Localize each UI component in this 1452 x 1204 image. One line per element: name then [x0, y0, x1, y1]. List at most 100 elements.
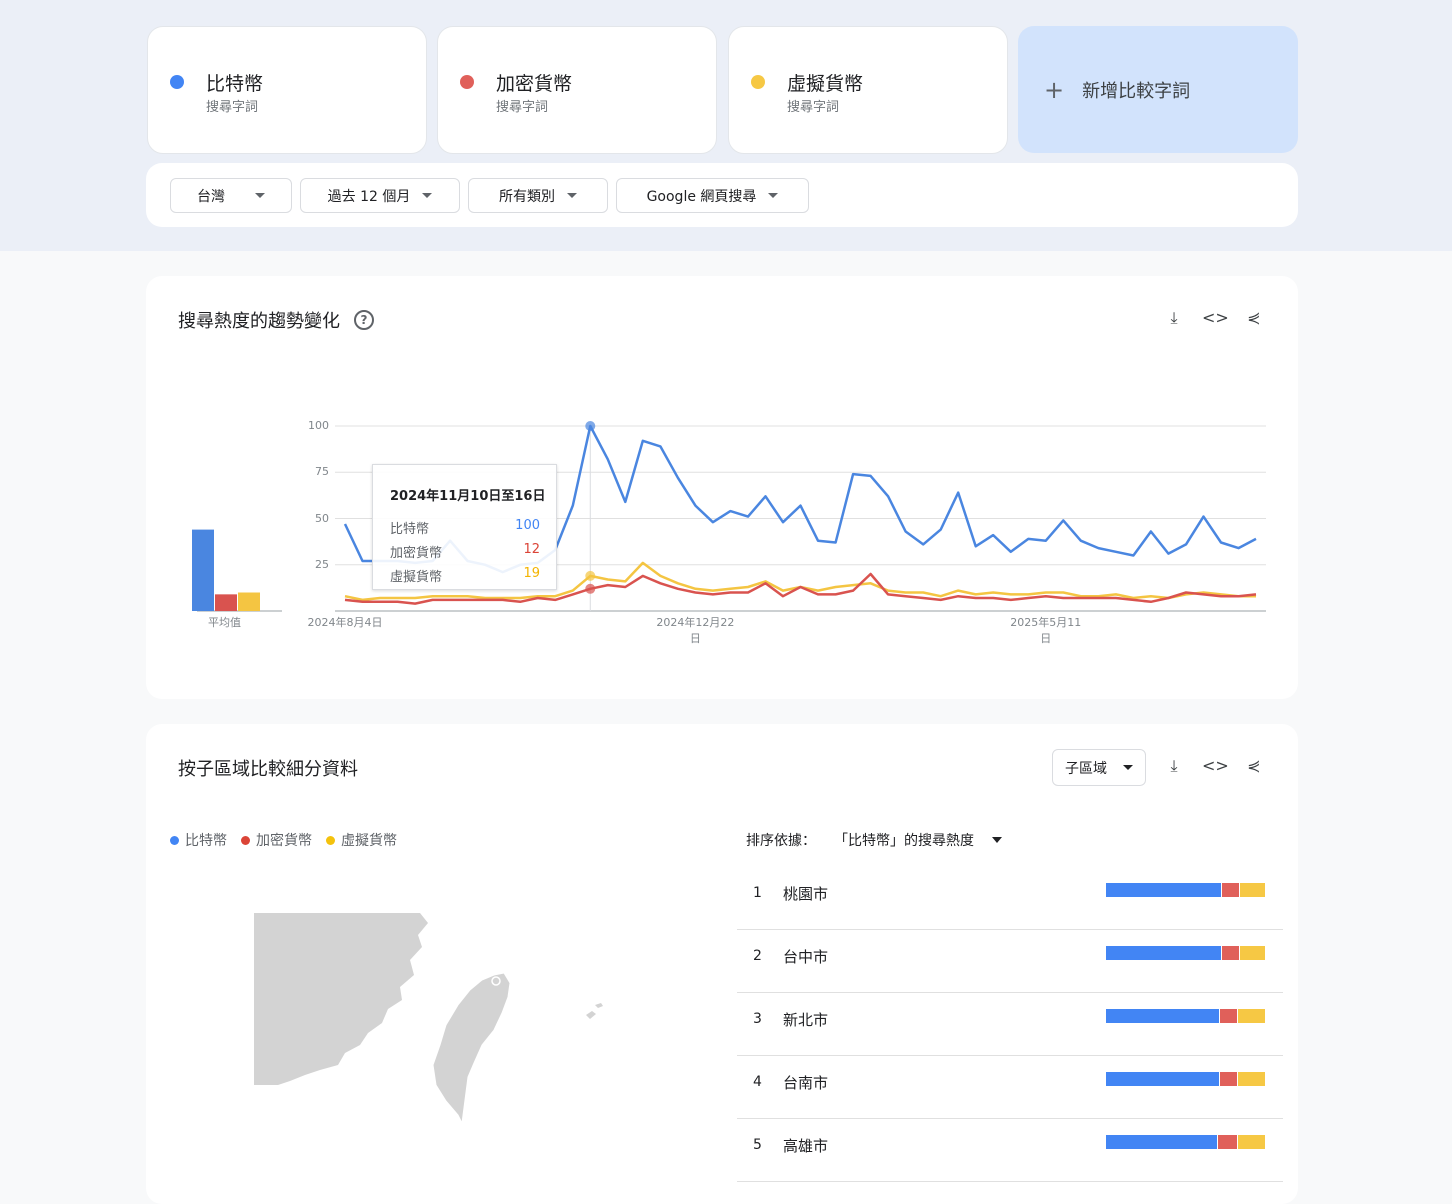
- term-card-1[interactable]: 比特幣 搜尋字詞: [147, 26, 427, 154]
- caret-down-icon: [422, 193, 433, 198]
- caret-down-icon: [567, 193, 577, 198]
- download-icon[interactable]: ⤓: [1170, 308, 1178, 327]
- y-tick-label: 100: [308, 419, 329, 432]
- share-segment: [1218, 1135, 1238, 1149]
- series-dot-yellow: [751, 75, 765, 89]
- region-share-bar: [1106, 1072, 1265, 1086]
- sort-selector[interactable]: 排序依據： 「比特幣」的搜尋熱度: [746, 830, 1002, 850]
- dropdown-value: 所有類別: [499, 188, 555, 205]
- region-row[interactable]: 2 台中市: [737, 930, 1283, 993]
- region-share-bar: [1106, 883, 1265, 897]
- term-type: 搜尋字詞: [206, 100, 259, 115]
- share-segment: [1106, 1135, 1218, 1149]
- caret-down-icon: [255, 193, 265, 198]
- chart-tooltip: 2024年11月10日至16日 比特幣 100 加密貨幣 12 虛擬貨幣 19: [372, 464, 557, 590]
- share-segment: [1238, 1072, 1265, 1086]
- region-name: 台中市: [783, 948, 829, 966]
- term-name[interactable]: 虛擬貨幣: [787, 73, 864, 95]
- tooltip-series: 比特幣: [390, 522, 430, 537]
- x-tick-label: 2025年5月11日: [1010, 616, 1082, 645]
- tooltip-date: 2024年11月10日至16日: [390, 489, 546, 504]
- share-segment: [1220, 1072, 1238, 1086]
- term-type: 搜尋字詞: [787, 100, 840, 115]
- region-share-bar: [1106, 1135, 1266, 1149]
- region-share-bar: [1106, 1009, 1265, 1023]
- hover-point: [585, 421, 596, 431]
- caret-down-icon: [768, 193, 779, 198]
- region-row[interactable]: 4 台南市: [737, 1056, 1283, 1119]
- hover-point: [585, 570, 596, 581]
- region-title: 按子區域比較細分資料: [178, 759, 358, 780]
- region-share-bar: [1106, 946, 1265, 960]
- legend-item: 比特幣: [170, 830, 227, 850]
- region-dropdown[interactable]: 台灣: [170, 178, 292, 213]
- category-dropdown[interactable]: 所有類別: [468, 178, 608, 213]
- y-tick-label: 25: [315, 557, 329, 571]
- share-segment: [1106, 1009, 1220, 1023]
- sort-label: 排序依據：: [746, 833, 816, 849]
- term-type: 搜尋字詞: [496, 100, 549, 115]
- download-icon[interactable]: ⤓: [1170, 756, 1178, 775]
- resolution-dropdown[interactable]: 子區域: [1052, 749, 1146, 786]
- caret-down-icon: [1123, 765, 1133, 770]
- region-map: [254, 913, 603, 1125]
- time-dropdown[interactable]: 過去 12 個月: [300, 178, 460, 213]
- share-segment: [1106, 883, 1221, 897]
- tooltip-value: 19: [523, 566, 540, 581]
- embed-icon[interactable]: <>: [1202, 308, 1229, 327]
- share-segment: [1220, 1009, 1238, 1023]
- term-name[interactable]: 比特幣: [206, 73, 264, 95]
- term-name[interactable]: 加密貨幣: [496, 73, 573, 95]
- legend-item: 虛擬貨幣: [326, 830, 397, 850]
- region-rank: 3: [753, 1011, 762, 1027]
- dropdown-value: 過去 12 個月: [327, 188, 411, 205]
- series-dot-red: [460, 75, 474, 89]
- share-segment: [1221, 883, 1239, 897]
- tooltip-series: 虛擬貨幣: [390, 570, 443, 585]
- x-tick-label: 2024年12月22日: [656, 616, 735, 645]
- share-segment: [1238, 1009, 1265, 1023]
- average-label: 平均值: [208, 616, 241, 629]
- x-tick-label: 2024年8月4日: [307, 616, 383, 629]
- add-term-button[interactable]: + 新增比較字詞: [1018, 26, 1298, 153]
- tooltip-value: 100: [515, 518, 540, 533]
- share-icon[interactable]: ⋞: [1247, 756, 1261, 775]
- hover-point: [585, 583, 596, 594]
- region-name: 台南市: [783, 1074, 829, 1092]
- term-card-2[interactable]: 加密貨幣 搜尋字詞: [437, 26, 717, 154]
- average-bar: [192, 529, 214, 611]
- share-icon[interactable]: ⋞: [1247, 308, 1261, 327]
- trend-card: 搜尋熱度的趨勢變化 ? ⤓ <> ⋞: [146, 276, 1298, 699]
- share-segment: [1239, 883, 1265, 897]
- share-segment: [1106, 946, 1221, 960]
- map-taiwan: [432, 972, 511, 1125]
- trend-title: 搜尋熱度的趨勢變化: [178, 311, 340, 332]
- map-mainland-china: [254, 913, 428, 1085]
- region-rank: 5: [753, 1137, 762, 1153]
- term-card-3[interactable]: 虛擬貨幣 搜尋字詞: [728, 26, 1008, 154]
- series-dot-blue: [170, 75, 184, 89]
- search-type-dropdown[interactable]: Google 網頁搜尋: [616, 178, 809, 213]
- map-legend: 比特幣 加密貨幣 虛擬貨幣: [170, 830, 397, 850]
- dropdown-value: 台灣: [197, 188, 225, 205]
- help-icon[interactable]: ?: [354, 310, 374, 330]
- share-segment: [1221, 946, 1239, 960]
- caret-down-icon: [992, 837, 1002, 843]
- series-line: [344, 572, 1257, 605]
- embed-icon[interactable]: <>: [1202, 756, 1229, 775]
- region-rank: 2: [753, 948, 762, 964]
- add-term-label: 新增比較字詞: [1082, 80, 1191, 102]
- region-name: 桃園市: [783, 885, 829, 903]
- region-name: 高雄市: [783, 1137, 829, 1155]
- average-bar: [215, 594, 237, 611]
- dropdown-value: 子區域: [1065, 760, 1107, 777]
- region-row[interactable]: 3 新北市: [737, 993, 1283, 1056]
- filter-bar: 台灣 過去 12 個月 所有類別 Google 網頁搜尋: [146, 163, 1298, 227]
- region-rank: 4: [753, 1074, 762, 1090]
- dropdown-value: Google 網頁搜尋: [646, 188, 757, 205]
- y-tick-label: 75: [315, 465, 329, 479]
- region-row[interactable]: 1 桃園市: [737, 867, 1283, 930]
- y-tick-label: 50: [315, 511, 329, 525]
- region-row[interactable]: 5 高雄市: [737, 1119, 1283, 1182]
- region-rank: 1: [753, 885, 762, 901]
